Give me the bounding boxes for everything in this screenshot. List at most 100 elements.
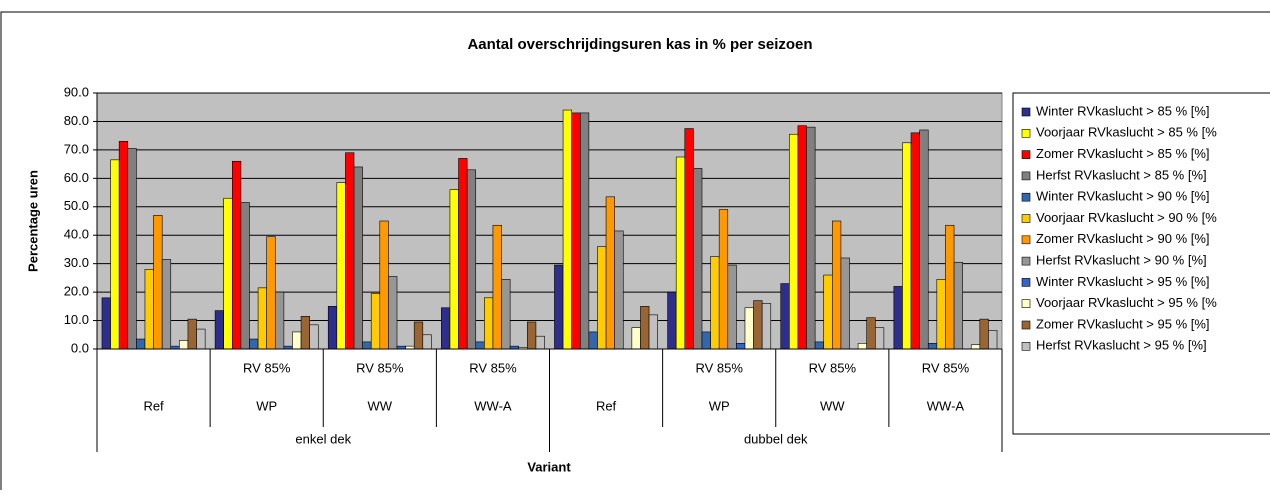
bar [761,303,772,350]
bar [614,230,624,350]
bar [240,202,250,350]
x-tick-label: WW-A [474,398,512,413]
bar [857,343,868,350]
bar [196,328,206,350]
legend-swatch [1021,107,1031,117]
x-sublabel: RV 85% [922,360,970,375]
y-tick-label: 0.0 [71,340,89,355]
bar [223,197,233,350]
y-tick-label: 40.0 [64,227,89,242]
bar [110,159,120,350]
bar [840,257,850,350]
legend-label: Zomer RVkaslucht > 90 % [%] [1036,231,1210,246]
bar [274,291,285,350]
bar [936,279,946,350]
bar [597,246,607,350]
legend-label: Winter RVkaslucht > 90 % [%] [1036,189,1210,204]
legend-swatch [1021,235,1031,245]
legend-label: Winter RVkaslucht > 95 % [%] [1036,274,1210,289]
x-tick-label: WP [256,398,277,413]
bar [789,133,799,350]
bar [535,335,545,350]
y-tick-label: 80.0 [64,113,89,128]
legend-swatch [1021,192,1031,202]
bar [257,287,267,350]
bar [970,344,981,350]
x-sublabel: RV 85% [469,360,517,375]
bar [266,236,276,350]
x-tick-label: Ref [143,398,164,413]
bar [684,128,694,350]
bar [736,343,746,350]
bar [101,297,111,350]
bar [187,318,197,350]
x-group-label: enkel dek [295,431,351,446]
legend-swatch [1021,299,1031,309]
y-axis-title: Percentage uren [25,170,40,272]
chart-title: Aantal overschrijdingsuren kas in % per … [467,36,812,53]
bar [527,321,537,350]
bar [501,279,511,350]
y-tick-label: 60.0 [64,170,89,185]
bar [988,330,998,350]
bar [353,166,363,350]
bar [492,224,502,350]
bar [449,189,459,350]
bar [832,220,842,350]
bar [579,112,590,350]
x-tick-label: WW-A [927,398,965,413]
bar [562,109,572,350]
bar [475,341,485,350]
bar [231,160,242,350]
bar [554,264,564,350]
legend-label: Herfst RVkaslucht > 85 % [%] [1036,167,1207,182]
bar [675,156,686,350]
bar [902,142,912,350]
legend-label: Voorjaar RVkaslucht > 90 % [% [1036,210,1217,225]
bar [161,259,172,350]
legend-label: Zomer RVkaslucht > 95 % [%] [1036,316,1210,331]
bar [588,331,598,350]
bar [484,297,494,350]
bar [327,306,338,350]
bar [631,327,641,350]
bar [309,324,319,350]
legend-swatch [1021,278,1031,287]
legend-swatch [1021,171,1031,181]
x-group-label: dubbel dek [744,431,808,446]
bar [300,315,310,350]
bar [249,338,259,350]
legend-swatch [1021,320,1031,330]
bar [953,261,963,350]
bar [136,338,146,350]
legend-label: Herfst RVkaslucht > 95 % [%] [1036,338,1207,353]
bar [292,331,302,350]
y-tick-label: 20.0 [64,284,89,299]
bar [718,209,729,350]
x-axis-title: Variant [527,459,571,474]
bar [466,169,477,350]
legend-swatch [1021,214,1031,223]
bar [118,141,129,350]
legend-swatch [1021,256,1031,266]
x-tick-label: Ref [596,398,617,413]
bar [823,274,833,350]
bar [701,331,711,350]
bar [388,276,398,350]
legend-label: Herfst RVkaslucht > 90 % [%] [1036,253,1207,268]
x-tick-label: WW [368,398,393,413]
bar [797,125,807,350]
y-tick-label: 30.0 [64,255,89,270]
x-tick-label: WP [709,398,730,413]
bar [667,291,677,350]
legend-label: Winter RVkaslucht > 85 % [%] [1036,103,1210,118]
bar [605,196,615,350]
bar [648,314,658,350]
bar [744,307,754,350]
bar [571,112,581,350]
bar [693,168,703,350]
bar [413,321,424,350]
bar [874,327,885,350]
bar [345,152,355,350]
bar [814,341,825,350]
